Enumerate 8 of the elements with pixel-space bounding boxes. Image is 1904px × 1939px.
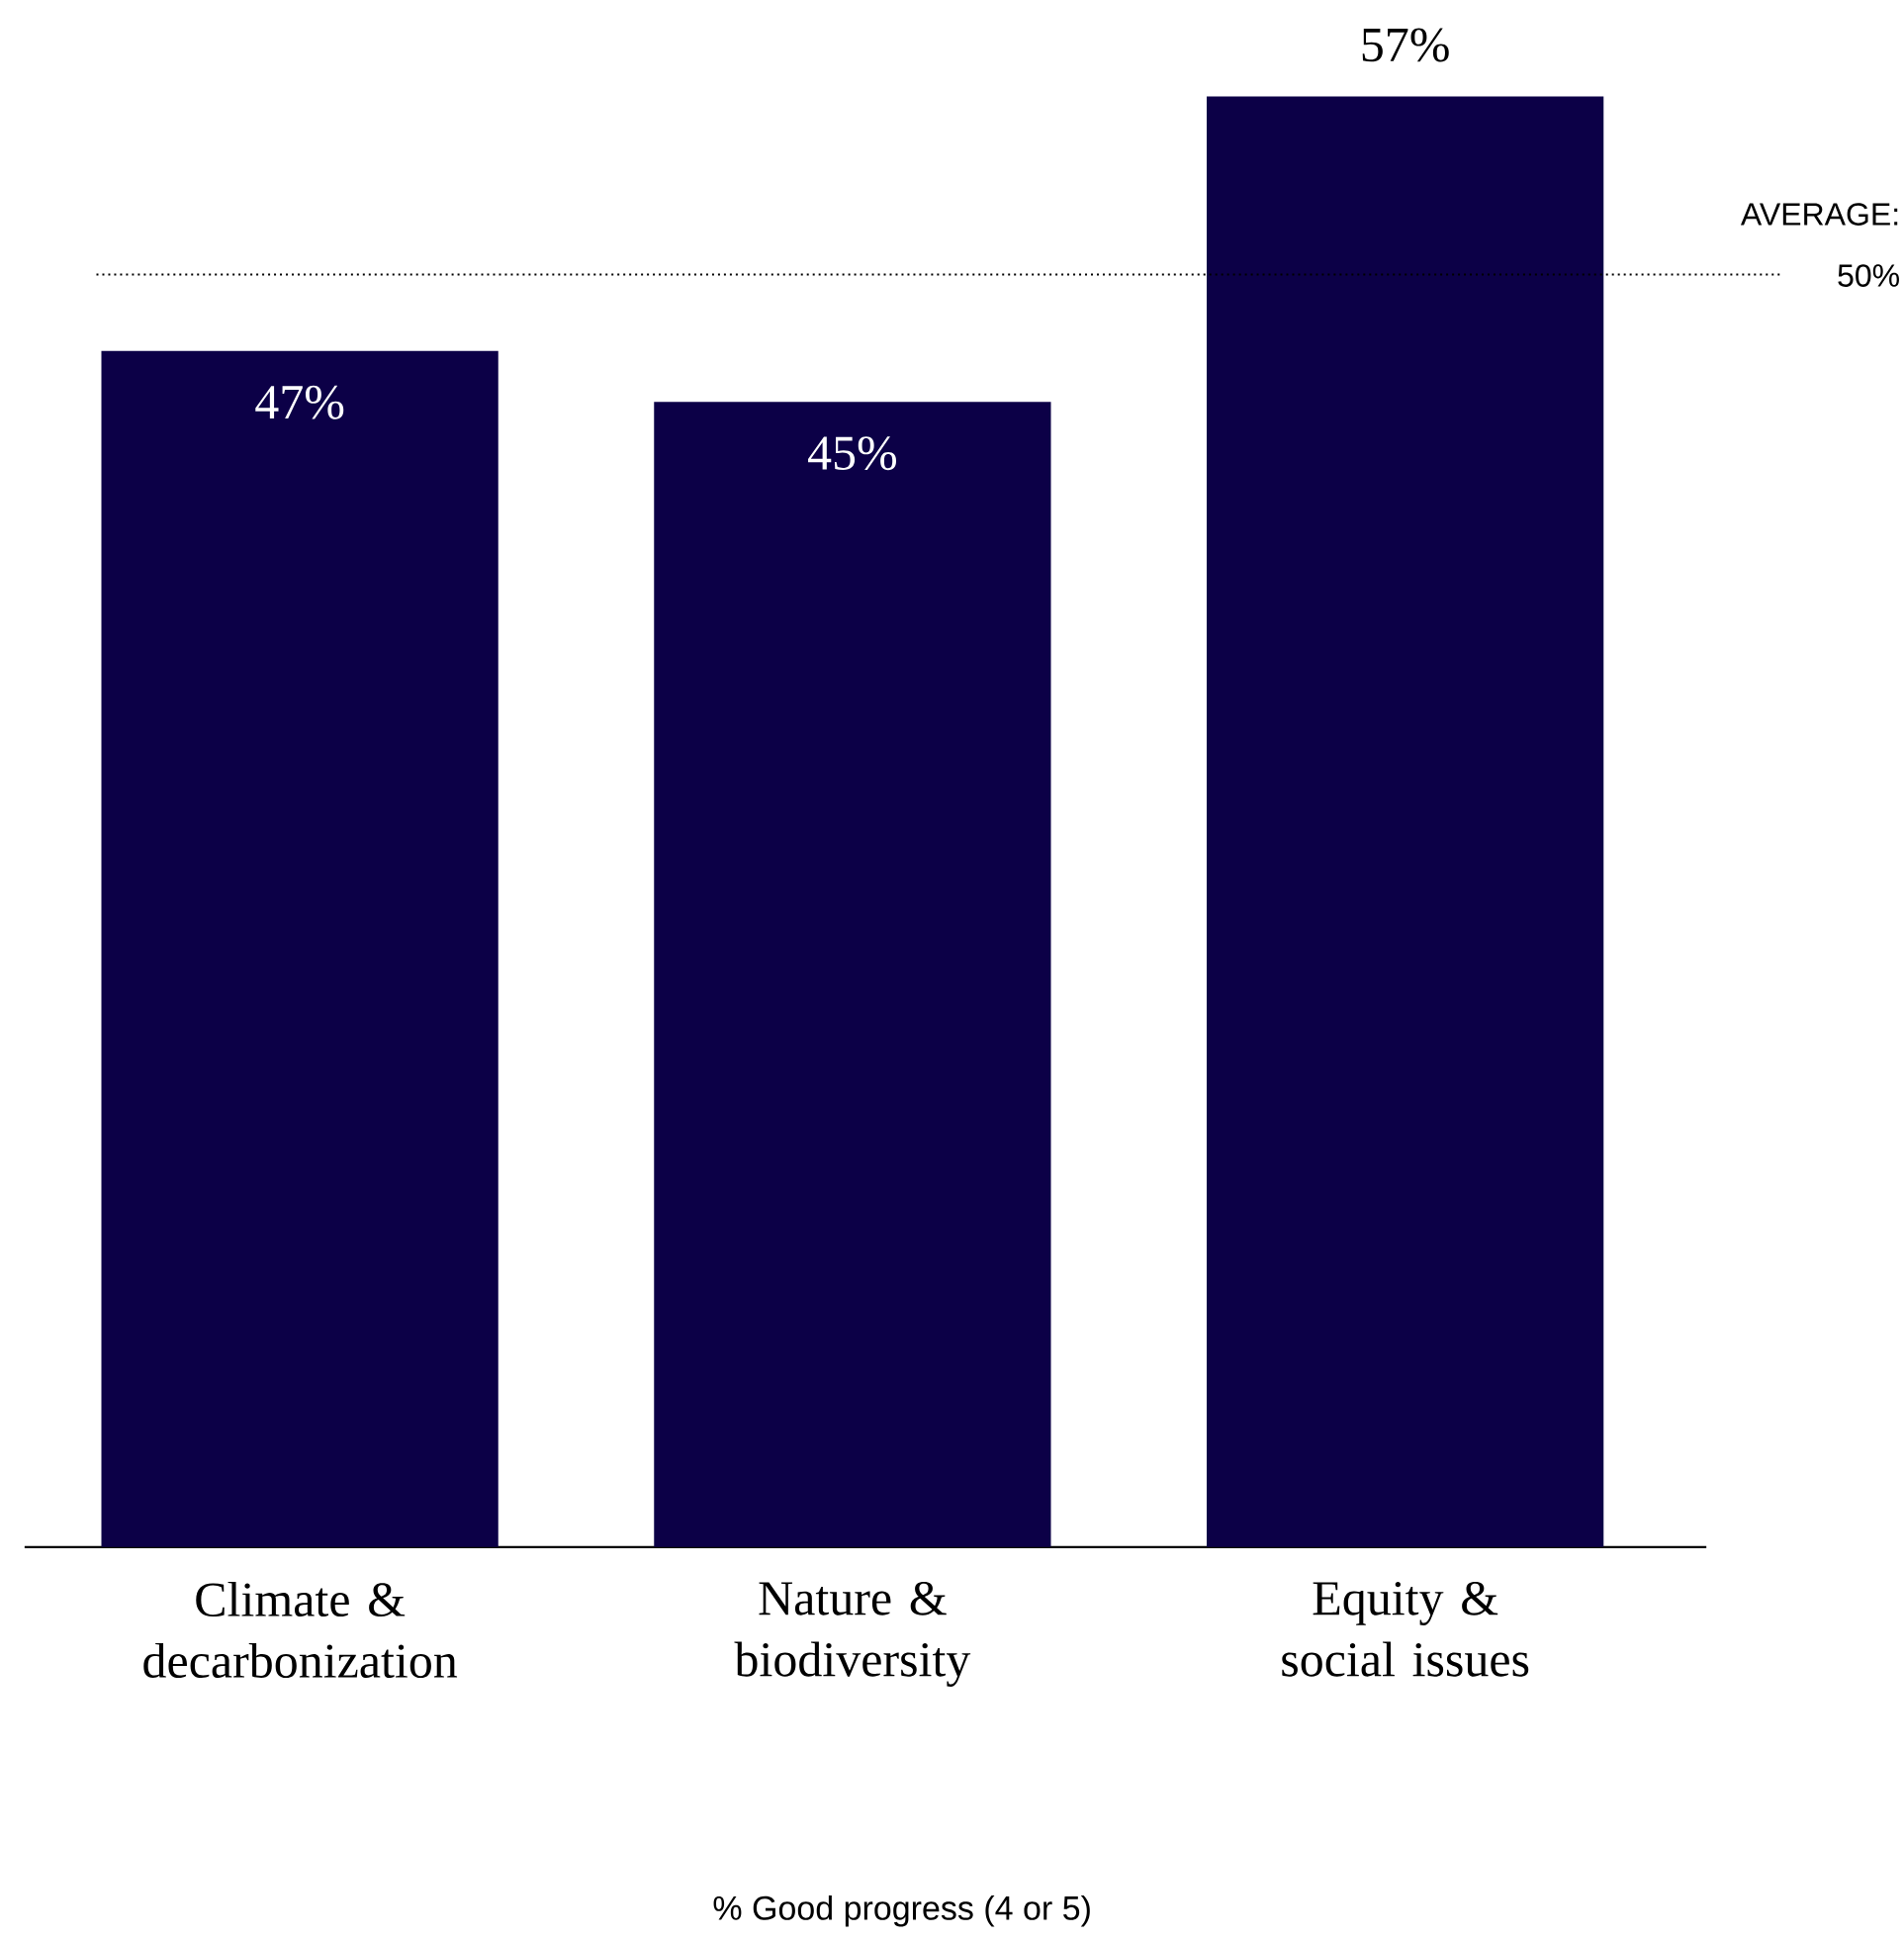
x-tick-label: Climate & decarbonization: [143, 1581, 458, 1679]
data-label: 47%: [255, 385, 344, 419]
text: AVERAGE: 50%: [1740, 203, 1899, 287]
data-label: 57%: [1362, 28, 1449, 62]
x-tick-label: Equity & social issues: [1282, 1581, 1529, 1677]
text: % Good progress (4 or 5): [713, 1894, 1090, 1927]
data-label: 45%: [808, 436, 896, 471]
x-tick-label: Nature & biodiversity: [734, 1581, 971, 1687]
